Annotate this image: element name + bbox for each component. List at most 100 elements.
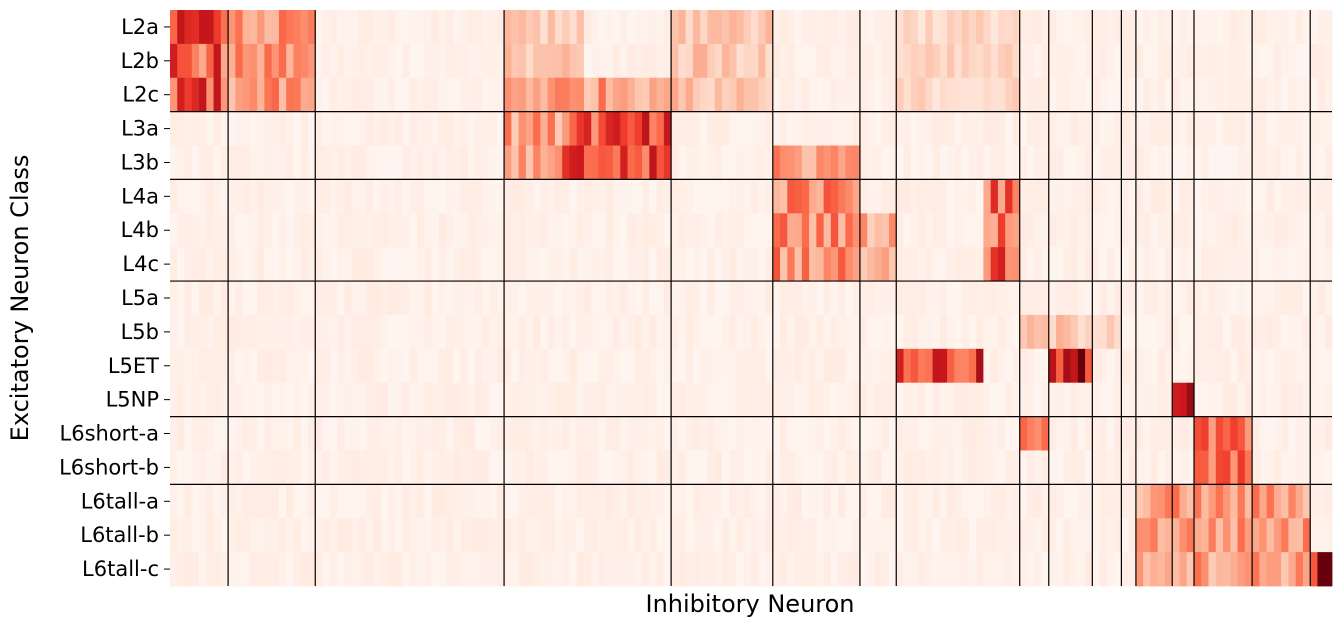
- heatmap-cell: [1099, 145, 1108, 180]
- heatmap-cell: [794, 179, 803, 214]
- heatmap-cell: [380, 281, 389, 316]
- heatmap-cell: [1172, 450, 1180, 485]
- heatmap-cell: [896, 43, 904, 79]
- heatmap-cell: [1201, 247, 1209, 282]
- heatmap-cell: [504, 145, 512, 180]
- heatmap-cell: [235, 77, 244, 113]
- heatmap-cell: [1194, 518, 1202, 553]
- heatmap-cell: [438, 111, 447, 146]
- heatmap-cell: [191, 484, 200, 519]
- heatmap-cell: [649, 145, 657, 180]
- heatmap-cell: [714, 111, 723, 146]
- heatmap-cell: [206, 552, 214, 587]
- heatmap-cell: [990, 450, 999, 485]
- heatmap-cell: [540, 552, 549, 587]
- heatmap-cell: [1034, 281, 1042, 316]
- heatmap-cell: [1012, 43, 1021, 79]
- heatmap-cell: [1099, 518, 1108, 553]
- heatmap-cell: [1135, 348, 1144, 384]
- heatmap-cell: [453, 450, 461, 485]
- heatmap-cell: [888, 281, 897, 316]
- heatmap-cell: [1143, 111, 1151, 146]
- heatmap-cell: [823, 416, 832, 451]
- heatmap-cell: [358, 281, 367, 316]
- heatmap-cell: [634, 348, 643, 384]
- heatmap-cell: [583, 450, 592, 485]
- heatmap-cell: [286, 77, 294, 113]
- heatmap-cell: [293, 518, 302, 553]
- heatmap-cell: [576, 111, 585, 146]
- heatmap-cell: [409, 213, 418, 248]
- heatmap-cell: [620, 416, 628, 451]
- heatmap-cell: [671, 281, 679, 316]
- heatmap-cell: [809, 281, 817, 316]
- heatmap-cell: [823, 484, 832, 519]
- heatmap-cell: [772, 111, 781, 146]
- heatmap-cell: [1012, 213, 1021, 248]
- heatmap-cell: [1092, 247, 1100, 282]
- heatmap-cell: [358, 552, 367, 587]
- heatmap-cell: [1070, 77, 1079, 113]
- heatmap-cell: [1310, 416, 1318, 451]
- heatmap-cell: [445, 348, 454, 384]
- heatmap-cell: [438, 552, 447, 587]
- heatmap-cell: [475, 111, 483, 146]
- heatmap-cell: [1012, 179, 1021, 214]
- heatmap-cell: [380, 179, 389, 214]
- heatmap-cell: [1252, 213, 1260, 248]
- y-tick-label: L5b: [121, 320, 159, 344]
- heatmap-cell: [1121, 450, 1130, 485]
- heatmap-cell: [242, 179, 251, 214]
- heatmap-cell: [562, 77, 570, 113]
- heatmap-cell: [293, 416, 302, 451]
- heatmap-cell: [859, 314, 868, 350]
- heatmap-cell: [729, 43, 737, 79]
- heatmap-cell: [1063, 213, 1071, 248]
- heatmap-cell: [598, 10, 607, 45]
- heatmap-cell: [249, 348, 258, 384]
- heatmap-cell: [170, 518, 178, 553]
- heatmap-cell: [721, 416, 730, 451]
- heatmap-cell: [678, 484, 687, 519]
- heatmap-cell: [1092, 450, 1100, 485]
- heatmap-cell: [431, 179, 440, 214]
- heatmap-cell: [1128, 416, 1137, 451]
- heatmap-cell: [903, 111, 912, 146]
- heatmap-cell: [707, 281, 716, 316]
- heatmap-cell: [1288, 10, 1297, 45]
- heatmap-cell: [380, 348, 389, 384]
- heatmap-cell: [1273, 416, 1282, 451]
- heatmap-cell: [496, 213, 505, 248]
- heatmap-cell: [235, 111, 244, 146]
- heatmap-cell: [329, 552, 338, 587]
- heatmap-cell: [721, 43, 730, 79]
- heatmap-cell: [264, 213, 273, 248]
- heatmap-cell: [344, 77, 352, 113]
- heatmap-cell: [373, 552, 382, 587]
- heatmap-cell: [1252, 314, 1260, 350]
- heatmap-cell: [1164, 213, 1173, 248]
- heatmap-cell: [983, 518, 992, 553]
- heatmap-cell: [751, 77, 759, 113]
- heatmap-cell: [1179, 416, 1188, 451]
- heatmap-cell: [1201, 382, 1209, 417]
- heatmap-cell: [700, 43, 708, 79]
- heatmap-cell: [721, 382, 730, 417]
- heatmap-cell: [794, 281, 803, 316]
- heatmap-cell: [1034, 213, 1042, 248]
- heatmap-cell: [888, 552, 897, 587]
- heatmap-cell: [852, 348, 861, 384]
- heatmap-cell: [888, 213, 897, 248]
- heatmap-cell: [366, 348, 374, 384]
- heatmap-cell: [983, 43, 992, 79]
- heatmap-cell: [344, 518, 352, 553]
- heatmap-cell: [1179, 382, 1188, 417]
- heatmap-cell: [990, 179, 999, 214]
- heatmap-cell: [1063, 111, 1071, 146]
- heatmap-cell: [968, 314, 977, 350]
- heatmap-cell: [656, 145, 665, 180]
- heatmap-cell: [235, 281, 244, 316]
- heatmap-cell: [278, 484, 287, 519]
- heatmap-cell: [649, 450, 657, 485]
- heatmap-cell: [315, 179, 323, 214]
